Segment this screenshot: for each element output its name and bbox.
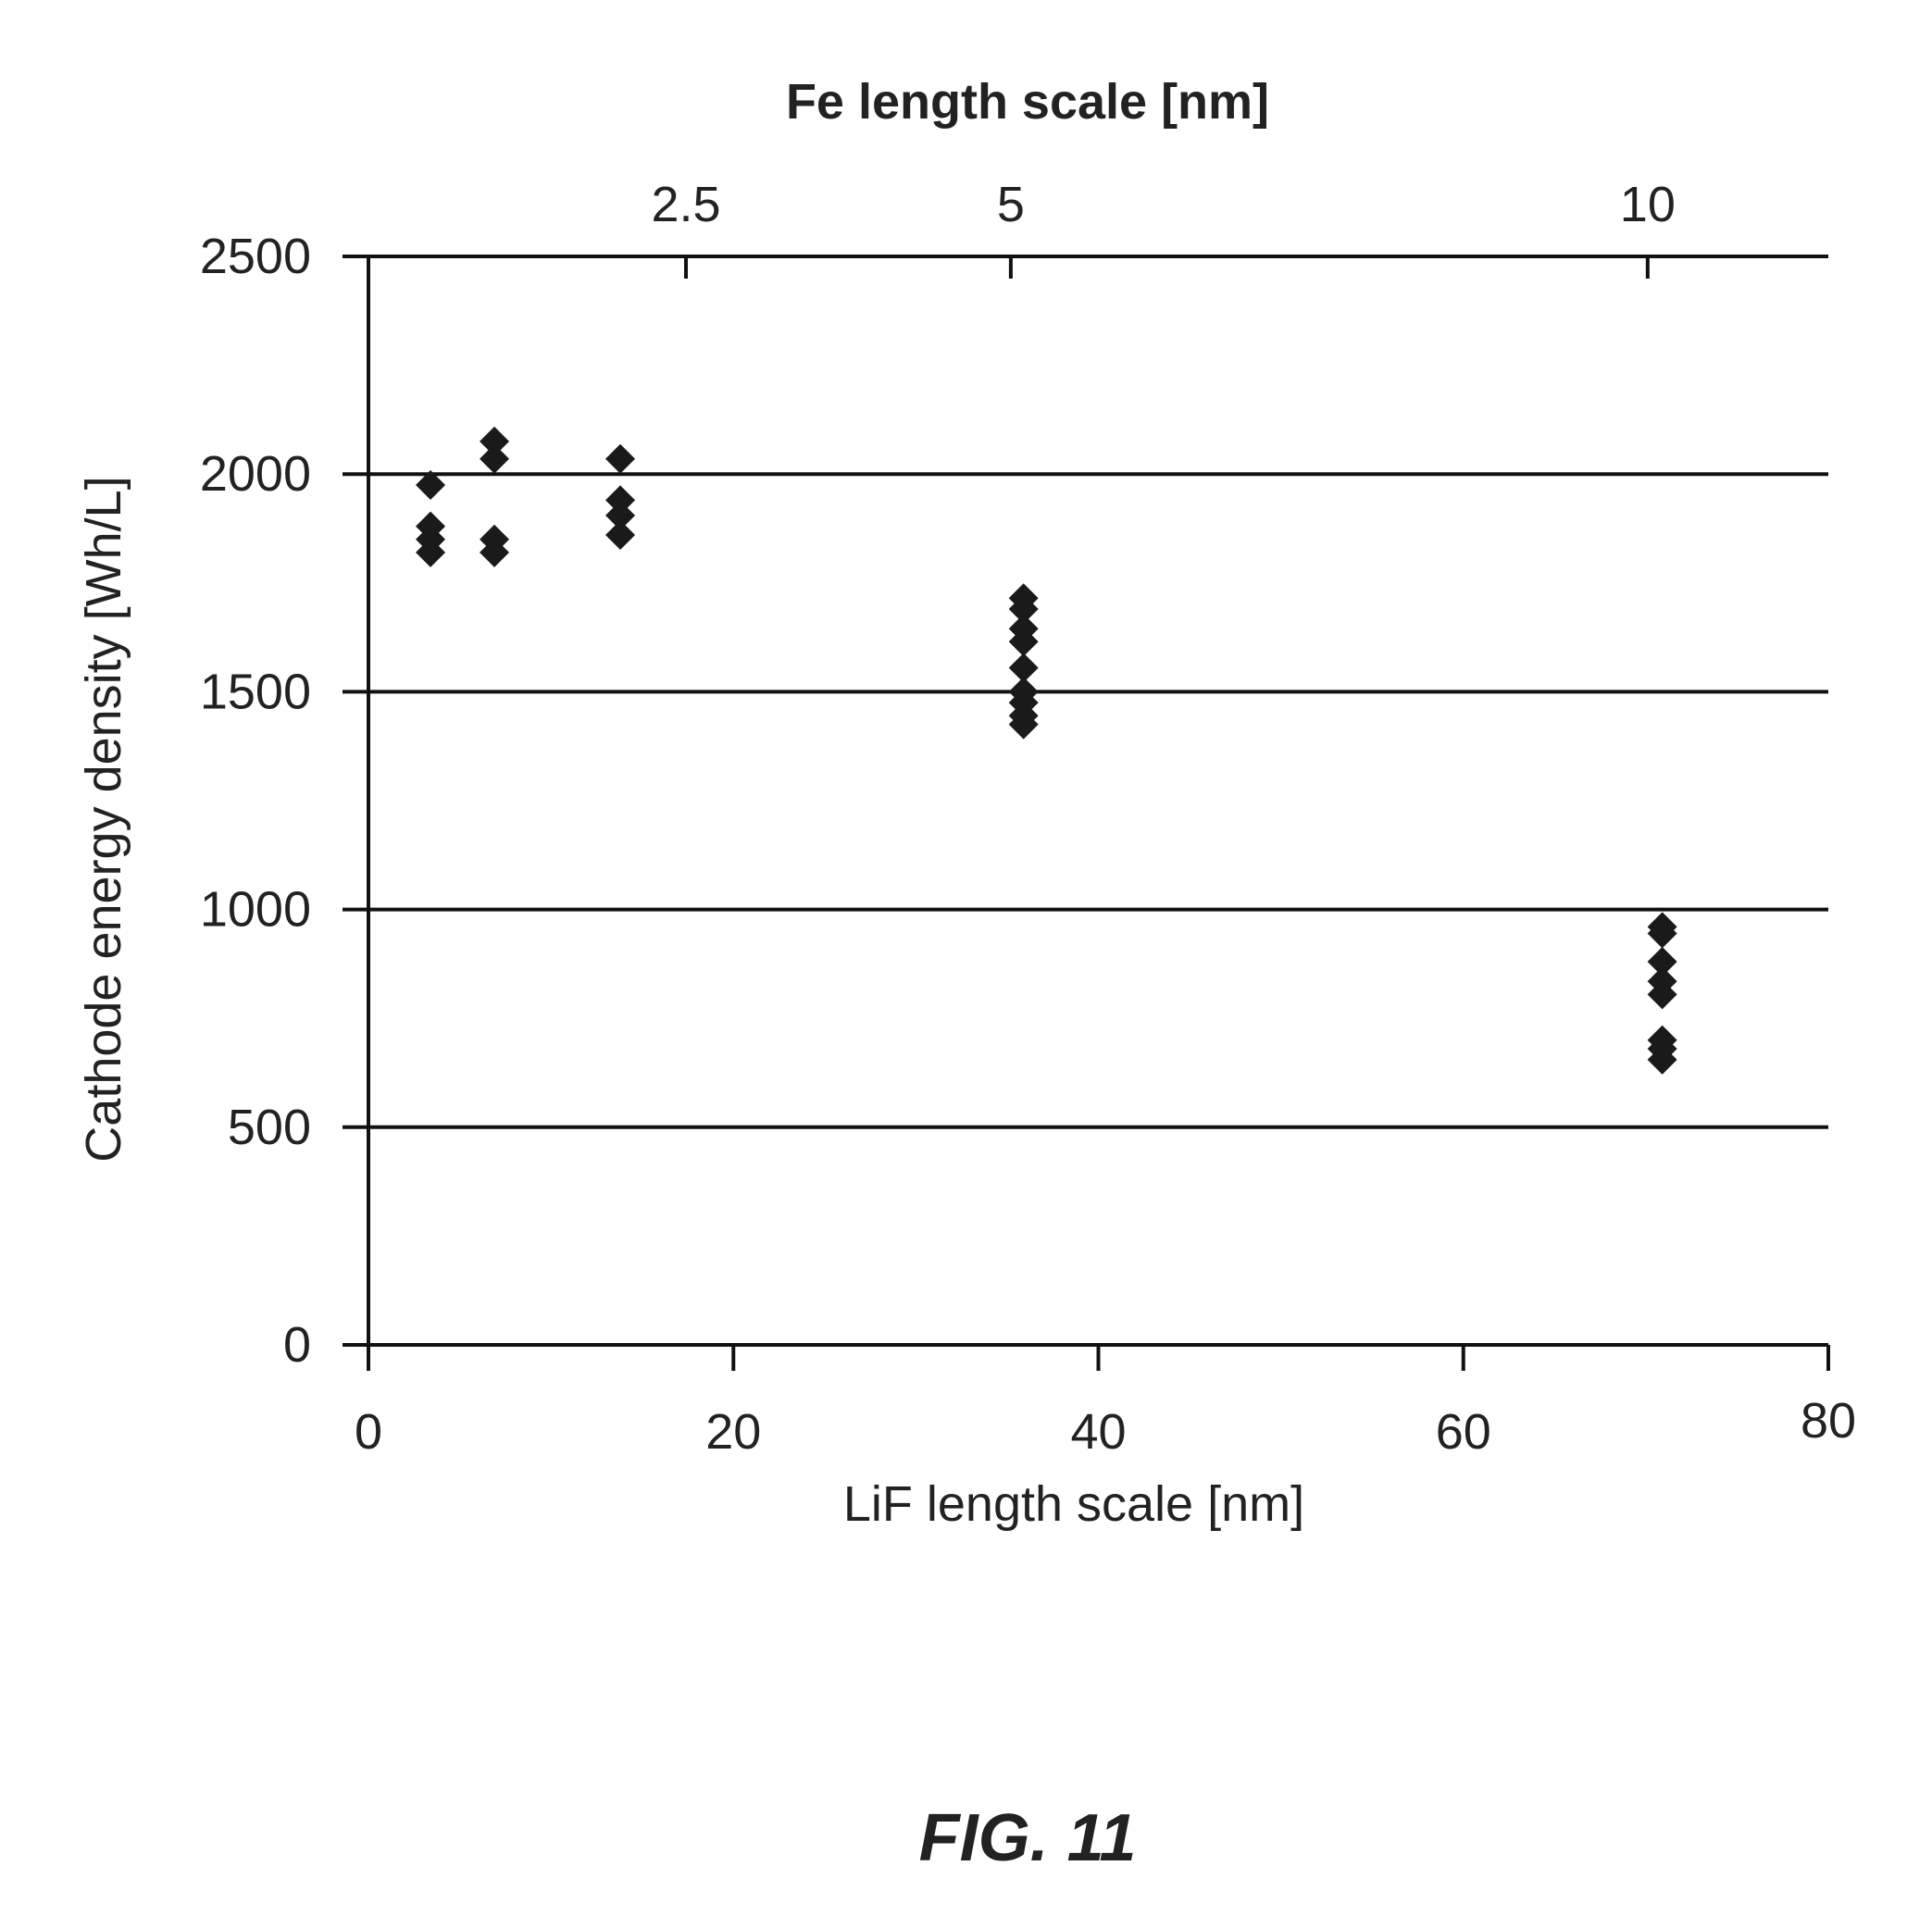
y-tick-label-500: 500	[228, 1100, 311, 1155]
x-tick-label-40: 40	[1070, 1404, 1126, 1460]
x-axis-title: LiF length scale [nm]	[843, 1476, 1304, 1532]
y-tick-label-2000: 2000	[200, 446, 311, 502]
axes	[343, 256, 1828, 1371]
x-tick-label-20: 20	[705, 1404, 761, 1460]
y-tick-label-0: 0	[283, 1317, 311, 1373]
figure-label: FIG. 11	[919, 1801, 1137, 1875]
y-tick-label-2500: 2500	[200, 229, 311, 284]
x-tick-label-80: 80	[1801, 1393, 1856, 1449]
x-tick-label-0: 0	[355, 1404, 382, 1460]
y-tick-label-1500: 1500	[200, 664, 311, 719]
top-axis-title: Fe length scale [nm]	[786, 74, 1269, 130]
data-points	[416, 427, 1677, 1075]
gridlines	[343, 256, 1828, 1127]
x-tick-label-60: 60	[1436, 1404, 1491, 1460]
data-point-0-8	[605, 444, 635, 474]
y-tick-label-1000: 1000	[200, 882, 311, 938]
y-axis-title: Cathode energy density [Wh/L]	[76, 476, 131, 1162]
data-point-0-11	[605, 520, 635, 550]
top-tick-label-2.5: 2.5	[651, 177, 720, 232]
ticks: 0 500 1000 1500 2000 2500 0 20 40 60 80 2.5 5 10	[200, 177, 1856, 1460]
top-tick-label-5: 5	[997, 177, 1025, 232]
data-point-0-5	[480, 444, 509, 474]
top-tick-label-10: 10	[1620, 177, 1676, 232]
